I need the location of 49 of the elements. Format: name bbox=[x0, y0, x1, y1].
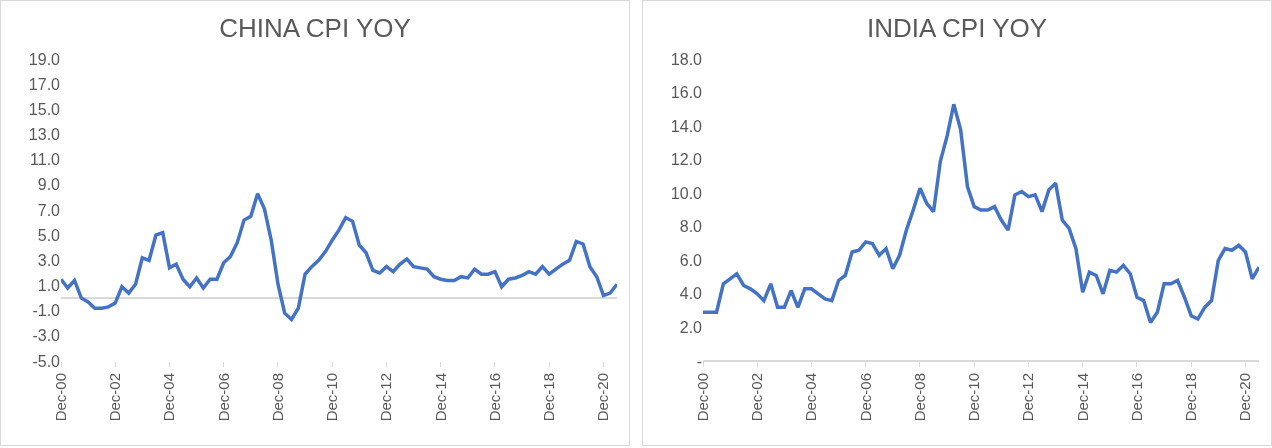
y-tick-label: 7.0 bbox=[37, 201, 61, 219]
x-tick-label: Dec-02 bbox=[748, 373, 766, 422]
y-tick-label: 17.0 bbox=[28, 75, 61, 93]
x-tick-label: Dec-04 bbox=[160, 373, 178, 422]
x-tick-label: Dec-02 bbox=[106, 373, 124, 422]
x-tick-label: Dec-18 bbox=[1182, 373, 1200, 422]
y-tick-label: 4.0 bbox=[679, 285, 703, 303]
y-tick-label: 8.0 bbox=[679, 218, 703, 236]
y-tick-label: -3.0 bbox=[32, 327, 61, 345]
x-tick-label: Dec-06 bbox=[214, 373, 232, 422]
y-tick-label: 15.0 bbox=[28, 100, 61, 118]
y-tick-label: 5.0 bbox=[37, 226, 61, 244]
y-tick-label: -1.0 bbox=[32, 302, 61, 320]
y-tick-label: 6.0 bbox=[679, 251, 703, 269]
y-tick-label: 10.0 bbox=[670, 184, 703, 202]
x-tick-label: Dec-14 bbox=[431, 373, 449, 422]
x-tick-label: Dec-06 bbox=[856, 373, 874, 422]
x-tick-label: Dec-08 bbox=[910, 373, 928, 422]
x-tick-label: Dec-12 bbox=[377, 373, 395, 422]
x-tick-label: Dec-14 bbox=[1073, 373, 1091, 422]
y-tick-label: 1.0 bbox=[37, 277, 61, 295]
y-tick-label: 2.0 bbox=[679, 319, 703, 337]
y-tick-label: 11.0 bbox=[30, 151, 61, 169]
x-tick-label: Dec-08 bbox=[268, 373, 286, 422]
x-tick-label: Dec-12 bbox=[1019, 373, 1037, 422]
x-tick-label: Dec-20 bbox=[594, 373, 612, 422]
x-tick-label: Dec-10 bbox=[965, 373, 983, 422]
y-tick-label: 18.0 bbox=[670, 50, 703, 68]
y-tick-label: 19.0 bbox=[28, 50, 61, 68]
x-tick-label: Dec-16 bbox=[1127, 373, 1145, 422]
x-tick-label: Dec-04 bbox=[802, 373, 820, 422]
y-tick-label: -5.0 bbox=[32, 352, 61, 370]
y-tick-label: - bbox=[696, 352, 702, 370]
y-tick-label: 3.0 bbox=[37, 251, 61, 269]
line-series bbox=[703, 102, 1259, 325]
x-tick-label: Dec-16 bbox=[485, 373, 503, 422]
chart-title: CHINA CPI YOY bbox=[219, 12, 411, 43]
y-tick-label: 16.0 bbox=[670, 84, 703, 102]
y-tick-label: 12.0 bbox=[670, 151, 703, 169]
y-tick-label: 14.0 bbox=[670, 117, 703, 135]
chart-title: INDIA CPI YOY bbox=[866, 12, 1048, 43]
y-tick-label: 9.0 bbox=[37, 176, 61, 194]
line-series bbox=[61, 191, 617, 322]
x-tick-label: Dec-10 bbox=[323, 373, 341, 422]
x-tick-label: Dec-00 bbox=[51, 373, 69, 422]
x-tick-label: Dec-20 bbox=[1236, 373, 1254, 422]
x-tick-label: Dec-00 bbox=[693, 373, 711, 422]
x-tick-label: Dec-18 bbox=[540, 373, 558, 422]
y-tick-label: 13.0 bbox=[28, 126, 61, 144]
